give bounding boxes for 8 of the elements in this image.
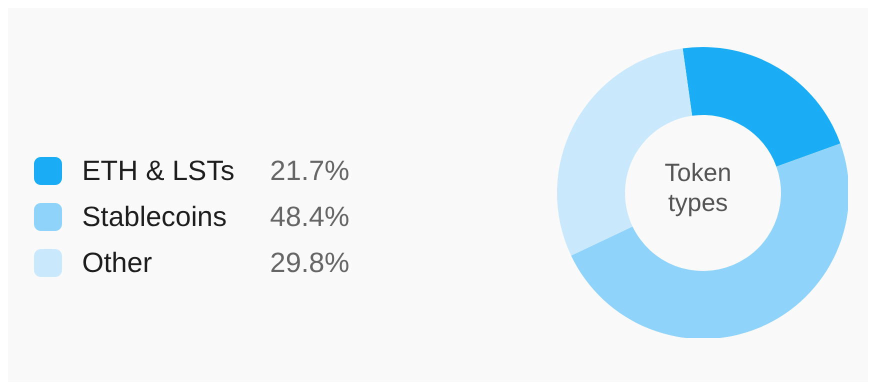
text: Token types	[664, 158, 732, 218]
legend-label: Stablecoins	[82, 201, 228, 233]
data-label: 48.4%	[270, 201, 350, 233]
legend-label: ETH & LSTs	[82, 155, 236, 187]
data-label: 29.8%	[270, 247, 350, 279]
donut-slice	[571, 144, 848, 338]
data-label: 21.7%	[270, 155, 350, 187]
legend-label: Other	[82, 247, 154, 279]
